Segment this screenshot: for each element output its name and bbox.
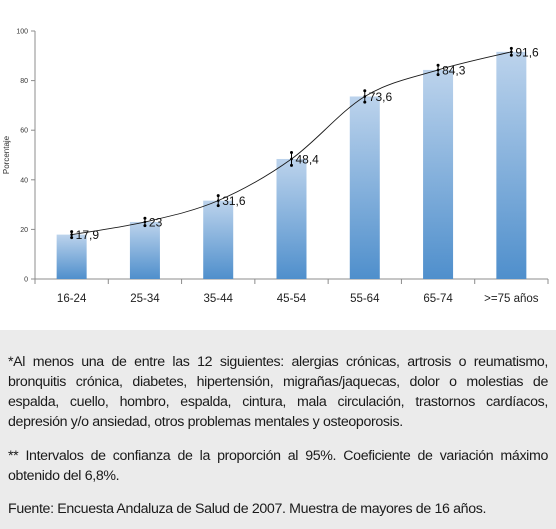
- footnote-source: Fuente: Encuesta Andaluza de Salud de 20…: [8, 501, 487, 517]
- bar: [496, 51, 527, 279]
- error-bar-cap: [363, 100, 367, 104]
- data-label: 73,6: [369, 90, 393, 104]
- x-tick-label: 35-44: [204, 293, 234, 305]
- data-point: [363, 95, 367, 98]
- data-point: [143, 220, 147, 224]
- error-bar-cap: [290, 151, 293, 155]
- error-bar-cap: [143, 224, 147, 228]
- error-bar-cap: [216, 194, 220, 198]
- x-tick-label: 65-74: [423, 293, 453, 305]
- error-bar-cap: [363, 89, 367, 93]
- bar: [129, 221, 160, 279]
- y-tick-label: 20: [20, 227, 28, 234]
- y-tick-label: 0: [24, 277, 28, 284]
- data-label: 48,4: [296, 152, 320, 166]
- x-tick-label: 25-34: [130, 293, 160, 305]
- data-label: 91,6: [515, 45, 539, 59]
- data-label: 84,3: [442, 63, 466, 77]
- data-point: [436, 68, 440, 72]
- y-tick-label: 40: [20, 177, 28, 184]
- data-point: [290, 157, 293, 161]
- error-bar-cap: [436, 73, 440, 77]
- footnote-confidence-intervals: ** Intervalos de confianza de la proporc…: [8, 448, 548, 484]
- error-bar-cap: [290, 163, 293, 167]
- error-bar-cap: [70, 236, 74, 240]
- error-bar-cap: [70, 230, 74, 234]
- bar: [203, 200, 234, 279]
- x-tick-label: 55-64: [350, 293, 380, 305]
- chart-area: 0 20 40 60 80 100 Porcentaje 16-24 25-34 35-44 45-…: [2, 28, 549, 305]
- y-tick-label: 100: [16, 29, 28, 36]
- bar-chart: 0 20 40 60 80 100 Porcentaje 16-24 25-34 35-44 45-…: [2, 29, 549, 305]
- y-tick-label: 60: [20, 128, 28, 135]
- footnotes-panel: *Al menos una de entre las 12 siguientes…: [0, 330, 556, 529]
- x-tick-label: 45-54: [277, 293, 307, 305]
- data-label: 17,9: [76, 228, 100, 242]
- y-axis-title: Porcentaje: [2, 135, 11, 174]
- data-point: [216, 199, 220, 202]
- bar: [349, 96, 380, 279]
- bar: [276, 158, 307, 279]
- x-tick-label: 16-24: [57, 293, 87, 305]
- y-tick-label: 80: [20, 78, 28, 85]
- data-label: 31,6: [222, 194, 246, 208]
- data-point: [70, 233, 73, 236]
- error-bar-cap: [509, 53, 513, 57]
- data-label: 23: [149, 215, 163, 229]
- footnote-conditions: *Al menos una de entre las 12 siguientes…: [8, 354, 548, 430]
- bar: [423, 69, 454, 279]
- x-tick-label: >=75 años: [484, 293, 539, 305]
- error-bar-cap: [216, 204, 220, 208]
- bar: [56, 234, 87, 279]
- data-point: [510, 50, 513, 54]
- error-bar-cap: [143, 216, 147, 220]
- error-bar-cap: [436, 63, 440, 67]
- error-bar-cap: [509, 46, 513, 50]
